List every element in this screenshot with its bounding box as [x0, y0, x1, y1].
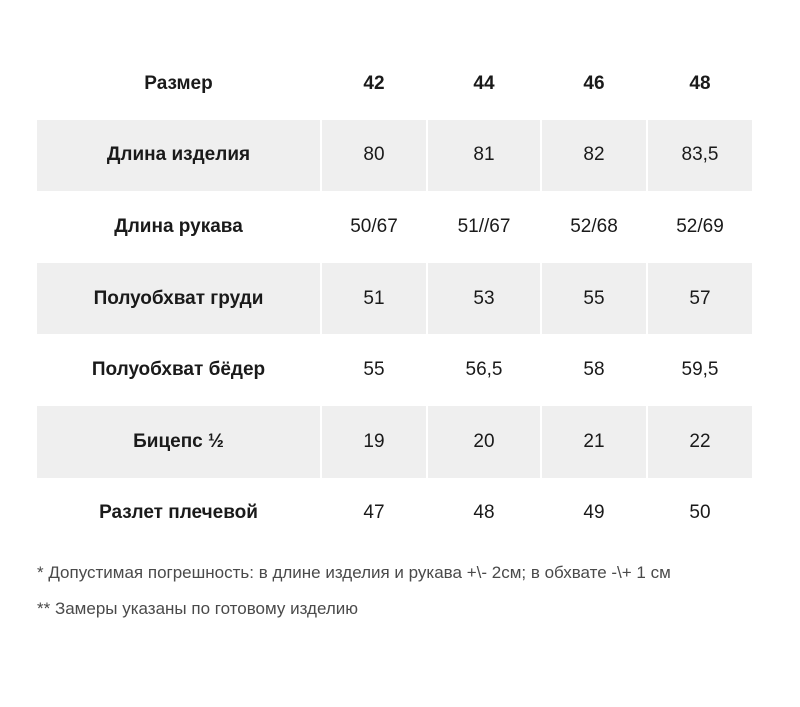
row-label: Полуобхват груди — [37, 262, 322, 335]
size-header-cell: 48 — [689, 72, 711, 94]
row-label: Разлет плечевой — [37, 477, 322, 550]
table-cell: 56,5 — [427, 334, 542, 406]
row-label: Бицепс ½ — [37, 405, 322, 478]
table-cell: 52/69 — [676, 215, 724, 237]
row-label: Длина изделия — [37, 119, 322, 192]
size-header-row: Размер 42 44 46 48 — [37, 48, 752, 120]
size-chart-table: Размер 42 44 46 48 Длина изделия 80 81 8… — [37, 48, 752, 550]
table-cell: 81 — [427, 119, 542, 192]
table-row: Полуобхват груди 51 53 55 57 — [37, 262, 752, 335]
table-cell: 51 — [321, 262, 428, 335]
table-cell: 48 — [427, 477, 542, 550]
table-cell: 80 — [321, 119, 428, 192]
table-cell: 57 — [647, 262, 752, 335]
table-cell: 19 — [321, 405, 428, 478]
row-label: Длина рукава — [37, 191, 322, 263]
table-row: Полуобхват бёдер 55 56,5 58 59,5 — [37, 334, 752, 406]
table-cell: 47 — [321, 477, 428, 550]
table-row: Длина изделия 80 81 82 83,5 — [37, 119, 752, 192]
footnotes: * Допустимая погрешность: в длине издели… — [37, 563, 777, 635]
table-cell: 51//67 — [427, 191, 542, 263]
size-header-cell: 44 — [427, 48, 542, 120]
table-cell: 50/67 — [321, 191, 428, 263]
table-cell: 83,5 — [647, 119, 752, 192]
table-cell: 50 — [689, 502, 711, 524]
table-cell: 55 — [541, 262, 648, 335]
table-row: Бицепс ½ 19 20 21 22 — [37, 405, 752, 478]
size-header-cell: 46 — [541, 48, 648, 120]
table-cell: 55 — [321, 334, 428, 406]
table-cell: 58 — [541, 334, 648, 406]
tolerance-note: * Допустимая погрешность: в длине издели… — [37, 563, 671, 582]
size-header-cell: 42 — [321, 48, 428, 120]
table-row: Длина рукава 50/67 51//67 52/68 52/69 — [37, 191, 752, 263]
table-cell: 20 — [427, 405, 542, 478]
size-header-label: Размер — [37, 48, 322, 120]
table-cell: 21 — [541, 405, 648, 478]
measurement-note: ** Замеры указаны по готовому изделию — [37, 599, 358, 618]
table-cell: 59,5 — [681, 359, 719, 381]
table-cell: 49 — [541, 477, 648, 550]
table-cell: 82 — [541, 119, 648, 192]
row-label: Полуобхват бёдер — [37, 334, 322, 406]
table-row: Разлет плечевой 47 48 49 50 — [37, 477, 752, 550]
table-cell: 53 — [427, 262, 542, 335]
table-cell: 52/68 — [541, 191, 648, 263]
table-cell: 22 — [647, 405, 752, 478]
